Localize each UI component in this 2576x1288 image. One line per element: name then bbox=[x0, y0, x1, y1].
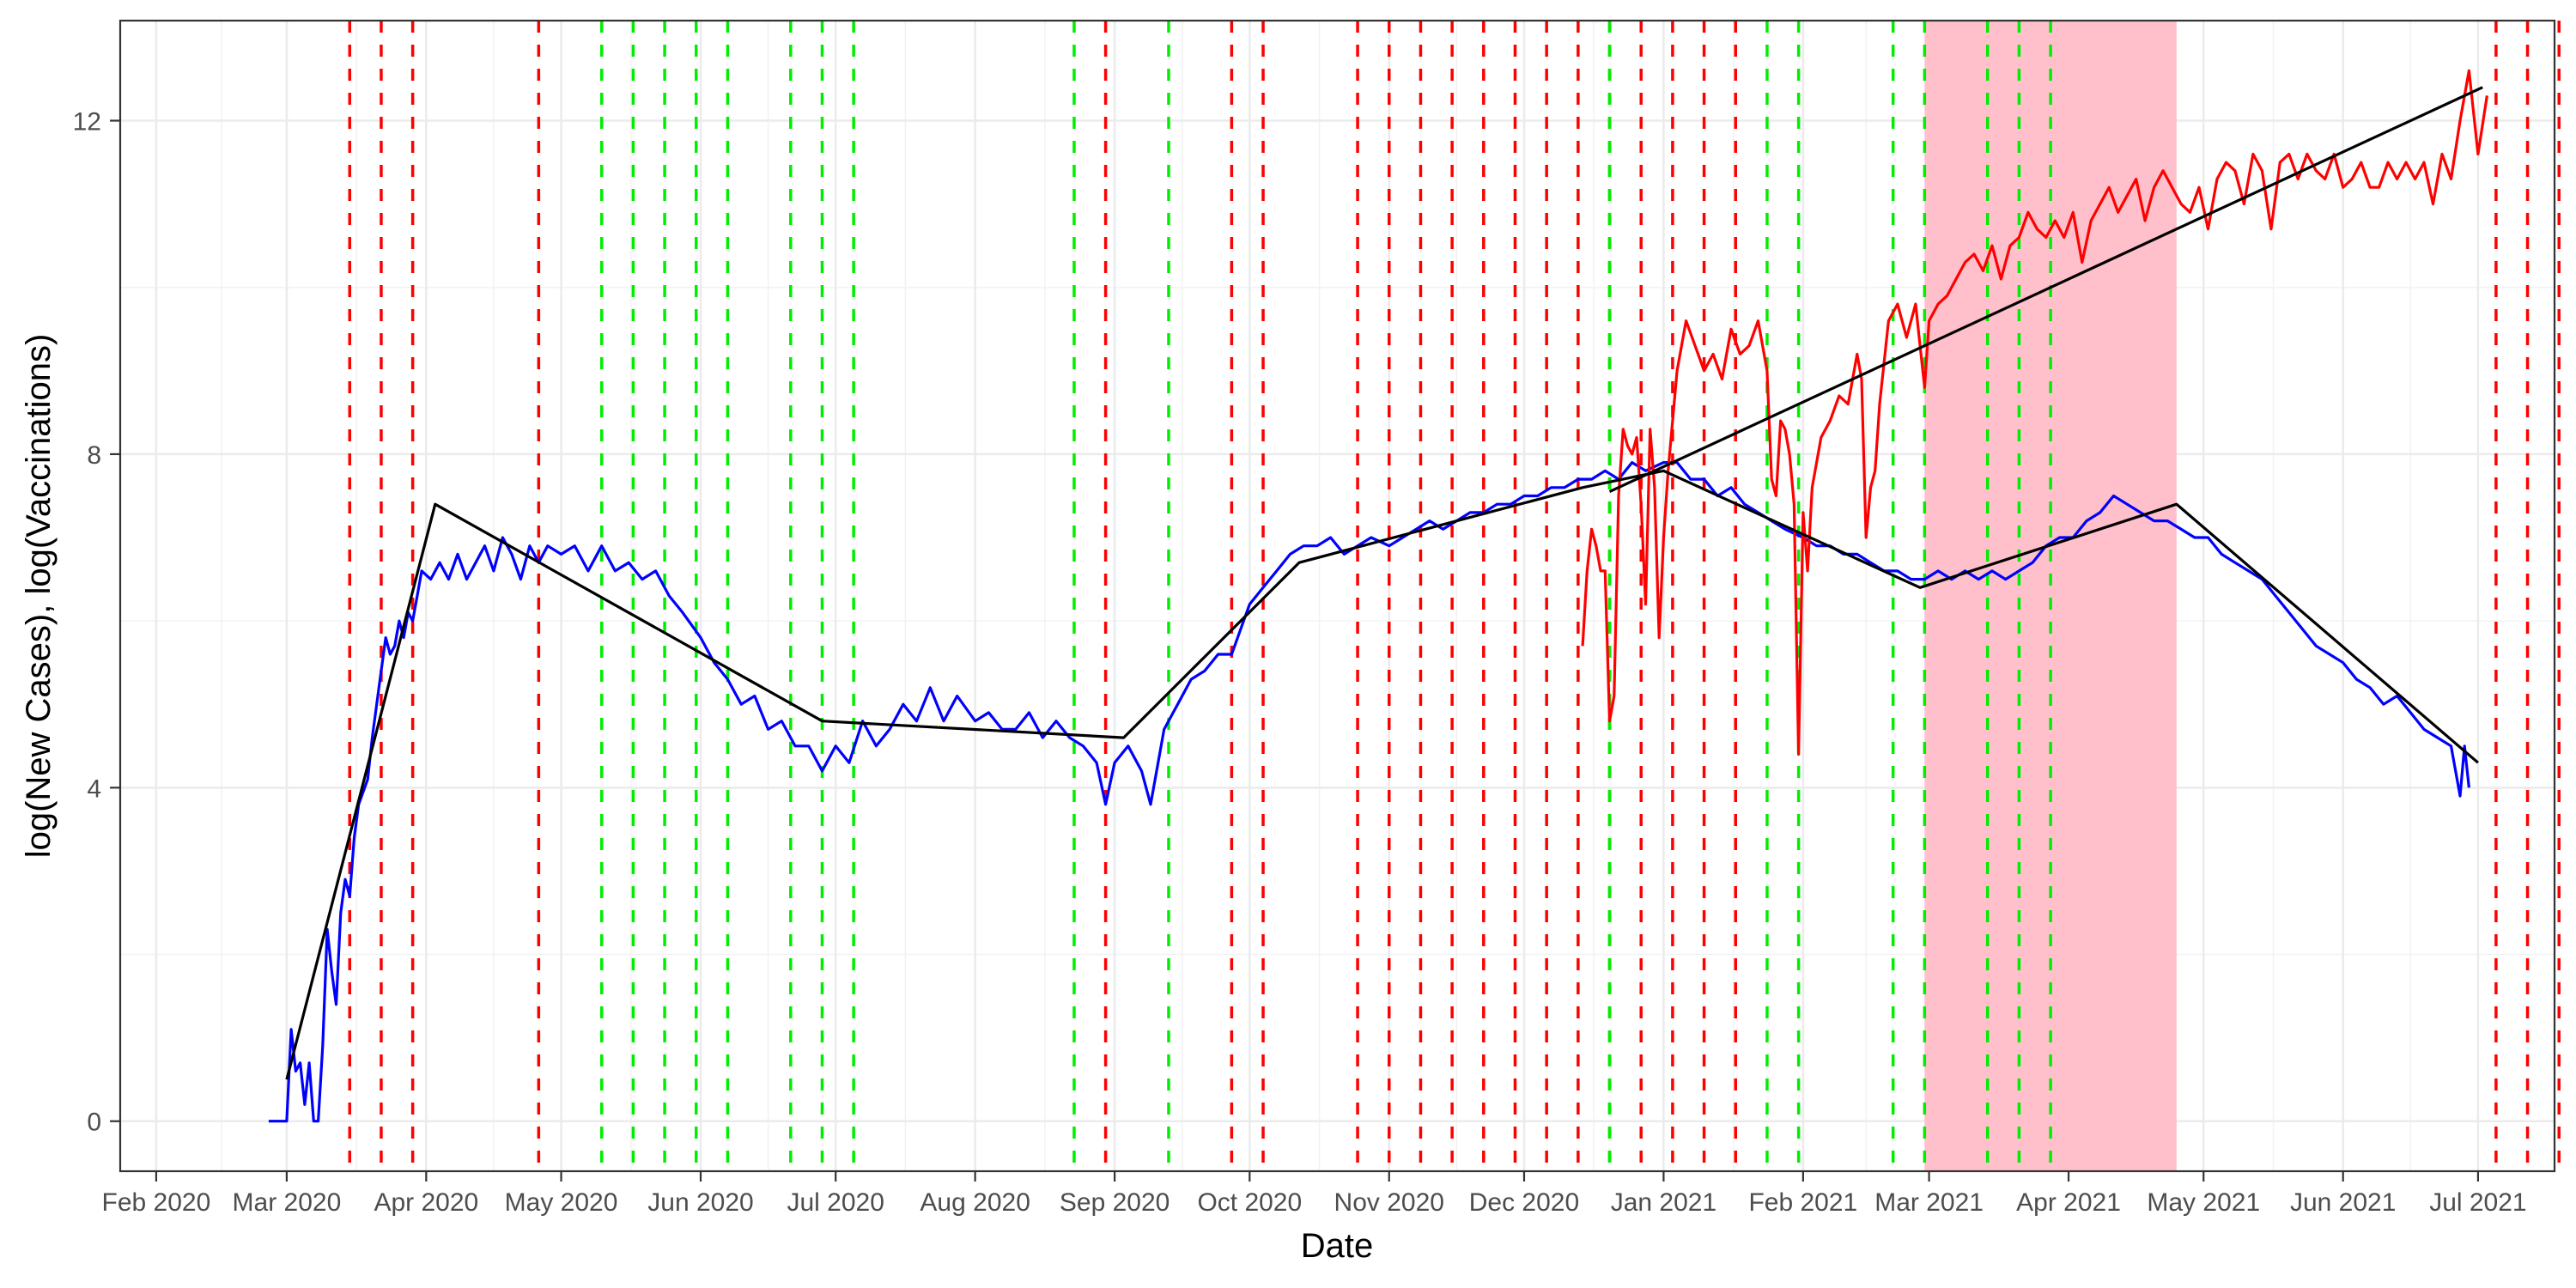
x-tick-label: Nov 2020 bbox=[1334, 1188, 1444, 1217]
x-tick-label: Sep 2020 bbox=[1060, 1188, 1170, 1217]
y-tick-label: 12 bbox=[73, 108, 101, 137]
shaded-region bbox=[1924, 21, 2177, 1171]
x-tick-label: Mar 2021 bbox=[1874, 1188, 1984, 1217]
series-line-1 bbox=[1581, 69, 2488, 756]
y-tick-label: 0 bbox=[87, 1109, 101, 1137]
x-tick-label: Feb 2020 bbox=[102, 1188, 211, 1217]
x-tick-label: Apr 2020 bbox=[374, 1188, 478, 1217]
series-line-3 bbox=[1608, 86, 2483, 494]
y-axis: 0 4 8 12 bbox=[73, 108, 120, 1137]
x-tick-label: Jun 2020 bbox=[647, 1188, 753, 1217]
x-tick-label: May 2021 bbox=[2147, 1188, 2260, 1217]
x-axis-title: Date bbox=[1301, 1227, 1374, 1265]
shaded-period bbox=[1924, 21, 2177, 1171]
x-tick-label: Oct 2020 bbox=[1197, 1188, 1302, 1217]
x-tick-label: May 2020 bbox=[505, 1188, 618, 1217]
x-tick-label: Jul 2021 bbox=[2429, 1188, 2526, 1217]
x-tick-label: Mar 2020 bbox=[233, 1188, 342, 1217]
x-tick-label: Apr 2021 bbox=[2016, 1188, 2121, 1217]
series-line-2 bbox=[285, 469, 2479, 1080]
x-axis: Feb 2020 Mar 2020 Apr 2020 May 2020 Jun 2020… bbox=[102, 1171, 2527, 1217]
x-tick-label: Jan 2021 bbox=[1611, 1188, 1716, 1217]
series-lines bbox=[268, 69, 2488, 1123]
x-tick-label: Dec 2020 bbox=[1469, 1188, 1579, 1217]
y-tick-label: 4 bbox=[87, 775, 101, 803]
x-tick-label: Jul 2020 bbox=[787, 1188, 884, 1217]
plot-border bbox=[118, 19, 2556, 1173]
x-tick-label: Aug 2020 bbox=[920, 1188, 1030, 1217]
y-axis-title: log(New Cases), log(Vaccinations) bbox=[20, 334, 58, 859]
plot-panel bbox=[120, 21, 2555, 1171]
y-tick-label: 8 bbox=[87, 441, 101, 470]
x-tick-label: Jun 2021 bbox=[2290, 1188, 2396, 1217]
x-tick-label: Feb 2021 bbox=[1748, 1188, 1857, 1217]
